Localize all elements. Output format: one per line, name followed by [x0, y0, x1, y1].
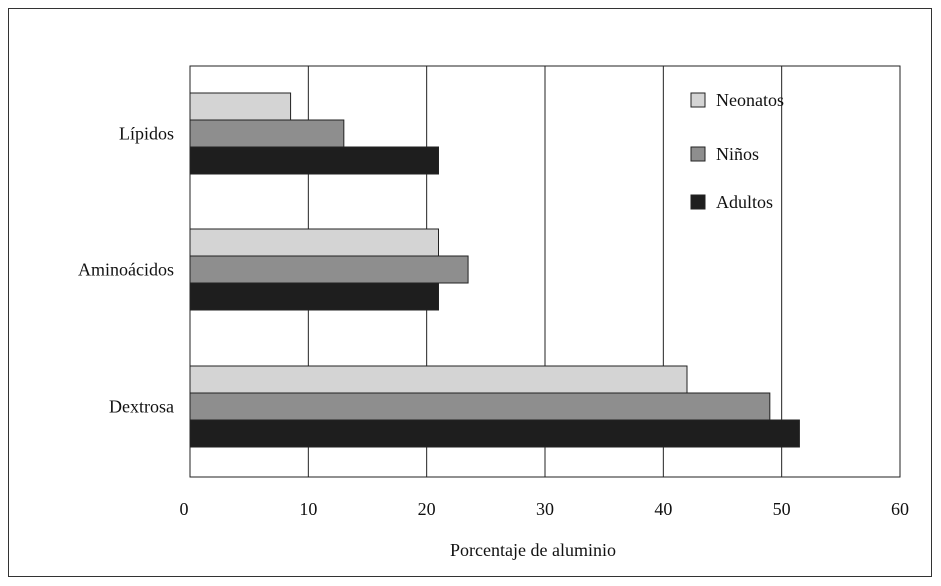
bar-adultos-2: [189, 419, 800, 448]
plot-border: [189, 65, 901, 478]
x-tick-label: 20: [418, 499, 436, 519]
bar-adultos-0: [189, 146, 439, 175]
legend-label: Niños: [716, 144, 759, 164]
x-tick-label: 30: [536, 499, 554, 519]
legend-label: Adultos: [716, 192, 773, 212]
y-tick-label: Lípidos: [119, 124, 174, 144]
legend-label: Neonatos: [716, 90, 784, 110]
bar-niños-2: [189, 392, 771, 421]
x-tick-label: 50: [773, 499, 791, 519]
x-tick-label: 10: [299, 499, 317, 519]
x-tick-labels: 0 10 20 30 40 50 60: [180, 499, 910, 519]
legend-swatch-niños: [690, 146, 706, 162]
legend-swatch-neonatos: [690, 92, 706, 108]
x-tick-label: 0: [180, 499, 189, 519]
bar-neonatos-0: [189, 92, 292, 121]
y-tick-label: Dextrosa: [109, 397, 174, 417]
y-tick-label: Aminoácidos: [78, 260, 174, 280]
chart-frame: [8, 8, 932, 577]
legend: Neonatos Niños Adultos: [690, 90, 784, 212]
x-axis-label: Porcentaje de aluminio: [450, 540, 616, 560]
x-tick-label: 60: [891, 499, 909, 519]
bar-neonatos-1: [189, 228, 439, 257]
bar-niños-0: [189, 119, 345, 148]
bars: [189, 92, 800, 448]
legend-swatch-adultos: [690, 194, 706, 210]
x-tick-label: 40: [654, 499, 672, 519]
y-tick-labels: Lípidos Aminoácidos Dextrosa: [78, 124, 174, 417]
bar-adultos-1: [189, 282, 439, 311]
bar-niños-1: [189, 255, 469, 284]
bar-neonatos-2: [189, 365, 688, 394]
